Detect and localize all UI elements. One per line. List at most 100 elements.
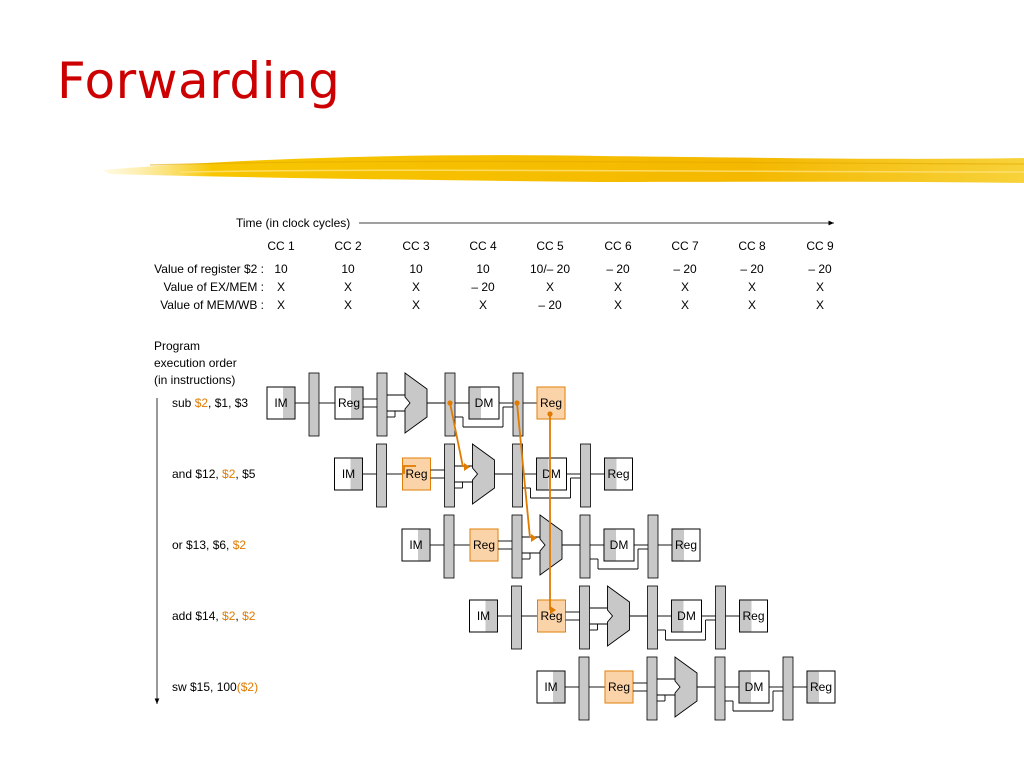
pipeline-register [579,514,591,579]
pipeline-row: IM Reg DM Reg [469,585,768,650]
data-memory: DM [671,599,702,633]
cycle-label: CC 8 [738,239,766,253]
alu-shape [404,372,428,434]
cycle-label: CC 5 [536,239,564,253]
data-memory: DM [536,457,567,491]
pipeline-register [714,656,726,721]
instruction-operand-highlight: $2 [233,538,247,552]
value-cell: X [816,298,824,312]
forwarding-wire [516,402,531,539]
pipeline-row: IM Reg DM Reg [401,514,701,579]
instruction-text: , [235,609,242,623]
cycle-label: CC 3 [402,239,430,253]
program-order-line-2: execution order [154,356,237,370]
value-cell: X [277,280,285,294]
pipeline-row: IM Reg DM Reg [266,372,566,437]
instruction-operand-highlight: $2 [222,467,236,481]
pipeline-register [376,443,387,508]
instruction-memory-label: IM [274,396,287,410]
value-cell: 10 [274,262,288,276]
pipeline-register [511,585,522,650]
pipelines: IM Reg DM Reg IM Reg DM Reg IM Reg DM Reg IM Reg DM Reg… [266,372,836,721]
instruction-label: sub $2, $1, $3 [172,396,248,410]
instruction-memory: IM [266,386,296,420]
value-cell: X [277,298,285,312]
value-cell: X [546,280,554,294]
register-file-read-label: Reg [608,680,630,694]
register-file-read-label: Reg [338,396,360,410]
register-file-write: Reg [604,457,633,491]
pipeline-register [578,656,590,721]
cycle-label: CC 9 [806,239,834,253]
value-cell: – 20 [606,262,630,276]
instruction-memory-label: IM [342,467,355,481]
pipeline-register [782,656,794,721]
pipeline-register [579,585,590,650]
cycle-labels: CC 1 CC 2 CC 3 CC 4 CC 5 CC 6 CC 7 CC 8 CC 9 [267,239,834,253]
value-cell: X [614,298,622,312]
value-cell: – 20 [808,262,832,276]
instruction-text: sw $15, 100 [172,680,237,694]
program-order-line-1: Program [154,339,200,353]
value-cell: 10/– 20 [530,262,570,276]
data-memory-label: DM [610,538,629,552]
instruction-label: or $13, $6, $2 [172,538,246,552]
register-file-read-label: Reg [540,609,562,623]
cycle-label: CC 2 [334,239,362,253]
pipeline-register [580,443,591,508]
value-cell: – 20 [471,280,495,294]
instruction-memory-label: IM [409,538,422,552]
instruction-memory-label: IM [477,609,490,623]
instruction-text: or $13, $6, [172,538,233,552]
register-file-write-label: Reg [742,609,764,623]
program-order-label: Program execution order (in instructions… [154,339,237,387]
pipeline-register [646,656,658,721]
alu-shape [539,514,563,576]
instruction-memory: IM [334,457,363,491]
value-cell: X [412,280,420,294]
value-cell: X [479,298,487,312]
value-table: Value of register $2 : 10 10 10 10 10/– 20 – 2… [154,262,832,312]
pipeline-register [511,514,523,579]
value-cell: X [681,298,689,312]
register-file-write-label: Reg [810,680,832,694]
value-cell: X [344,298,352,312]
value-cell: X [748,298,756,312]
instruction-text: add $14, [172,609,222,623]
value-cell: X [748,280,756,294]
data-memory: DM [738,670,770,704]
instruction-text: , $1, $3 [208,396,248,410]
pipeline-register [376,372,388,437]
register-file-write: Reg [671,528,701,562]
register-file-write: Reg [806,670,836,704]
data-memory-label: DM [677,609,696,623]
cycle-label: CC 7 [671,239,699,253]
register-file-read-label: Reg [473,538,495,552]
pipeline-register [647,514,659,579]
register-file-write-label: Reg [607,467,629,481]
instruction-operand-highlight: $2 [242,609,256,623]
instruction-label: add $14, $2, $2 [172,609,256,623]
register-file-write-label: Reg [540,396,562,410]
instruction-memory: IM [536,670,566,704]
value-cell: – 20 [673,262,697,276]
instruction-text: , $5 [235,467,255,481]
register-file-read: Reg [469,528,499,562]
pipeline-register [444,443,455,508]
register-file-read: Reg [604,670,634,704]
instruction-text: and $12, [172,467,222,481]
cycle-label: CC 4 [469,239,497,253]
instruction-operand-highlight: $2 [222,609,236,623]
pipeline-register [443,514,455,579]
time-axis-label: Time (in clock cycles) [236,216,350,230]
cycle-label: CC 1 [267,239,295,253]
register-file-write: Reg [739,599,768,633]
pipeline-register [647,585,658,650]
cycle-label: CC 6 [604,239,632,253]
register-file-read: Reg [334,386,364,420]
forwarding-paths [403,400,556,614]
data-memory-label: DM [745,680,764,694]
instruction-memory-label: IM [544,680,557,694]
value-cell: X [614,280,622,294]
